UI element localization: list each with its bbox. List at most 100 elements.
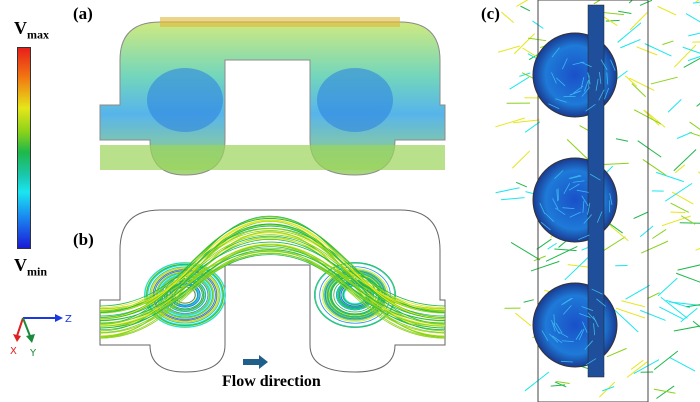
velocity-vector (629, 12, 648, 31)
streamline (323, 269, 387, 321)
velocity-vector (554, 248, 577, 252)
velocity-vector (547, 242, 557, 250)
velocity-vector (643, 109, 660, 126)
velocity-vector (639, 0, 653, 6)
velocity-vector (614, 309, 639, 333)
vortex-vector (578, 313, 591, 318)
vortex-vector (581, 306, 594, 311)
streamline (146, 263, 224, 327)
y-axis-arrow (22, 317, 31, 337)
velocity-vector (685, 13, 700, 23)
streamline (144, 262, 226, 328)
vmax-label: Vmax (14, 18, 49, 43)
velocity-vector (642, 159, 667, 176)
streamline (149, 266, 221, 324)
velocity-vector (615, 307, 646, 319)
vortex-vector (593, 323, 596, 336)
vortex-vector (582, 321, 588, 333)
velocity-vector (689, 131, 700, 137)
vortex-vector (585, 358, 597, 366)
streamline (99, 238, 446, 311)
velocity-vector (564, 257, 589, 281)
streamline (99, 223, 446, 320)
vortex-vector (555, 322, 563, 334)
vortex-vector (549, 333, 559, 343)
streamline (99, 253, 446, 327)
vortex-vector (573, 85, 584, 94)
vmin-symbol: V (14, 255, 27, 275)
vortex-vector (554, 170, 564, 179)
vortex-vector (551, 72, 557, 84)
velocity-vector (639, 225, 654, 238)
panel-b-label: (b) (73, 230, 94, 249)
velocity-vector (621, 300, 646, 308)
vortex-vector (539, 202, 546, 215)
velocity-vector (566, 139, 590, 161)
streamline (99, 224, 446, 320)
streamline (99, 246, 446, 331)
velocity-vector (556, 380, 570, 385)
velocity-vector (682, 46, 700, 54)
vortex-vector (584, 340, 594, 350)
x-axis-arrow (16, 317, 24, 337)
streamline (155, 271, 215, 319)
streamline (152, 269, 218, 321)
flow-direction-arrow-icon (243, 355, 268, 369)
velocity-vector (673, 44, 697, 68)
vortex-vector (587, 202, 591, 215)
velocity-vector (520, 5, 531, 12)
velocity-vector (624, 75, 638, 87)
vortex-vector (569, 90, 582, 96)
streamline (160, 275, 210, 315)
vortex-vector (589, 173, 601, 181)
velocity-vector (618, 10, 632, 15)
velocity-vector (630, 359, 644, 370)
velocity-vector (514, 312, 532, 327)
velocity-vector (664, 182, 693, 202)
streamline (99, 244, 446, 324)
vortex-vector (560, 360, 573, 363)
vortex-vector (569, 211, 581, 218)
velocity-vector (683, 57, 700, 68)
velocity-vector (606, 222, 629, 242)
velocity-vector (513, 33, 535, 55)
velocity-vector (686, 304, 700, 308)
velocity-vector (495, 187, 520, 194)
streamline (159, 274, 211, 316)
streamline (144, 262, 226, 328)
z-axis-label: Z (65, 314, 72, 325)
velocity-vector (656, 171, 684, 183)
velocity-vector (550, 384, 566, 387)
vortex-vector (575, 329, 583, 340)
streamline (99, 231, 446, 337)
vortex-vector (606, 72, 609, 85)
velocity-vector (680, 307, 698, 323)
vortex-vector (604, 87, 610, 100)
velocity-vector (637, 140, 662, 158)
velocity-vector (661, 215, 691, 227)
streamline (99, 252, 446, 334)
velocity-vector (633, 359, 660, 375)
velocity-vector (676, 131, 693, 139)
velocity-vector (497, 45, 520, 53)
streamline (157, 272, 213, 318)
velocity-vector (513, 119, 540, 124)
vortex-vector (556, 189, 559, 202)
velocity-vector (523, 299, 534, 303)
velocity-vector (695, 247, 700, 251)
vortex-vector (544, 212, 555, 222)
panel-b-streamlines (99, 209, 446, 373)
velocity-vector (652, 228, 667, 239)
vortex-vector (598, 89, 605, 101)
vortex-vector (551, 47, 560, 58)
velocity-colorbar (17, 47, 31, 249)
velocity-vector (617, 22, 642, 43)
velocity-vector (671, 191, 694, 205)
panel-c-label: (c) (481, 4, 500, 23)
velocity-vector (511, 150, 531, 169)
velocity-vector (657, 277, 678, 297)
vmin-subscript: min (27, 264, 48, 279)
velocity-vector (677, 264, 700, 271)
vortex-vector (595, 78, 599, 91)
